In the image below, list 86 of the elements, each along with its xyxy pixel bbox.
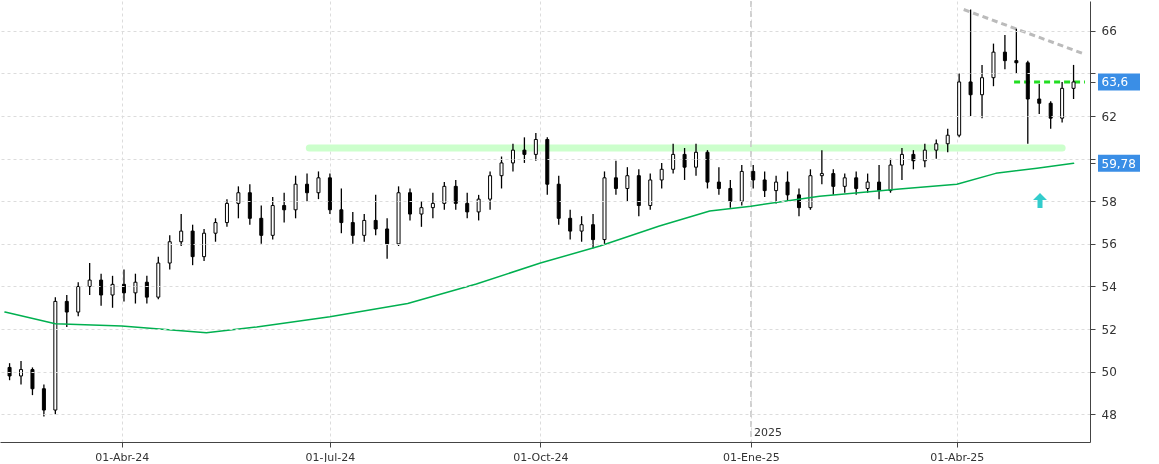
candlestick — [899, 147, 904, 181]
candlestick — [202, 228, 207, 262]
candlestick — [922, 143, 927, 168]
candlestick — [110, 275, 115, 309]
candlestick — [1037, 83, 1042, 115]
candlestick — [865, 172, 870, 194]
candlestick — [682, 147, 687, 181]
candlestick — [968, 8, 973, 117]
candlestick — [339, 187, 344, 234]
candlestick — [499, 155, 504, 190]
candlestick — [831, 168, 836, 196]
candlestick — [1014, 28, 1019, 75]
candlestick — [476, 194, 481, 222]
candlestick — [625, 166, 630, 202]
y-tick-label: 54 — [1101, 279, 1117, 294]
candlestick — [488, 170, 493, 211]
candlestick — [259, 204, 264, 245]
candlestick — [591, 213, 596, 249]
candlestick — [465, 192, 470, 219]
ref-line-label: 2025 — [753, 426, 782, 439]
candlestick — [350, 211, 355, 245]
x-tick-label: 01-Oct-24 — [513, 450, 569, 464]
candlestick — [533, 132, 538, 162]
x-tick-label: 01-Ene-25 — [723, 450, 780, 464]
x-tick-label: 01-Abr-25 — [930, 450, 985, 464]
y-tick-label: 62 — [1101, 109, 1117, 124]
y-tick-label: 66 — [1101, 24, 1117, 39]
candlestick — [762, 170, 767, 198]
candlestick — [316, 170, 321, 200]
candlestick — [385, 217, 390, 260]
candlestick — [659, 162, 664, 190]
candlestick — [179, 213, 184, 247]
candlestick — [419, 200, 424, 228]
candlestick — [980, 64, 985, 119]
line-series — [4, 162, 1075, 334]
candlestick — [854, 170, 859, 196]
y-tick-label: 56 — [1101, 237, 1117, 252]
candlestick — [236, 185, 241, 219]
candlestick — [133, 273, 138, 305]
candlestick — [224, 198, 229, 228]
candlestick — [87, 262, 92, 296]
candlestick — [1002, 34, 1007, 70]
candlestick — [408, 187, 412, 222]
candlestick — [41, 383, 46, 418]
candlestick — [64, 294, 69, 328]
candlestick — [522, 136, 527, 164]
candlestick — [167, 234, 172, 271]
candlestick — [728, 179, 733, 209]
candlestick — [694, 143, 699, 177]
candlestick — [716, 166, 721, 196]
candlestick — [774, 175, 779, 205]
candlestick — [579, 215, 584, 243]
y-tick-label: 63,6 — [1101, 75, 1129, 90]
candlestick — [121, 268, 126, 303]
candlestick — [945, 128, 950, 153]
x-tick-label: 01-Abr-24 — [95, 450, 150, 464]
candlestick — [1048, 100, 1053, 130]
candlestick — [751, 164, 756, 190]
candlestick — [568, 209, 573, 241]
y-tick-label: 58 — [1101, 194, 1117, 209]
candlestick — [373, 194, 378, 236]
y-tick-label: 48 — [1101, 407, 1117, 422]
candlestick — [510, 143, 515, 173]
candlestick — [842, 172, 847, 194]
candlestick — [934, 138, 939, 160]
candlestick — [911, 149, 916, 170]
candlestick — [453, 179, 458, 211]
candlestick — [671, 143, 676, 175]
candlestick — [613, 160, 618, 196]
candlestick — [144, 275, 149, 305]
candlestick — [819, 149, 824, 185]
candlestick — [213, 217, 218, 243]
y-tick-label: 59,78 — [1101, 156, 1136, 171]
y-tick-label: 52 — [1101, 322, 1117, 337]
candlestick — [430, 192, 435, 219]
candlestick — [442, 181, 447, 211]
candlestick — [282, 192, 287, 224]
x-tick-label: 01-Jul-24 — [305, 450, 356, 464]
y-tick-label: 50 — [1101, 365, 1117, 380]
candlestick — [99, 273, 104, 307]
candlestick — [305, 172, 310, 202]
candlestick — [30, 366, 35, 396]
candlestick — [877, 164, 882, 200]
candlestick — [785, 170, 790, 202]
candlestick — [362, 213, 367, 243]
candlestick — [1071, 64, 1076, 100]
